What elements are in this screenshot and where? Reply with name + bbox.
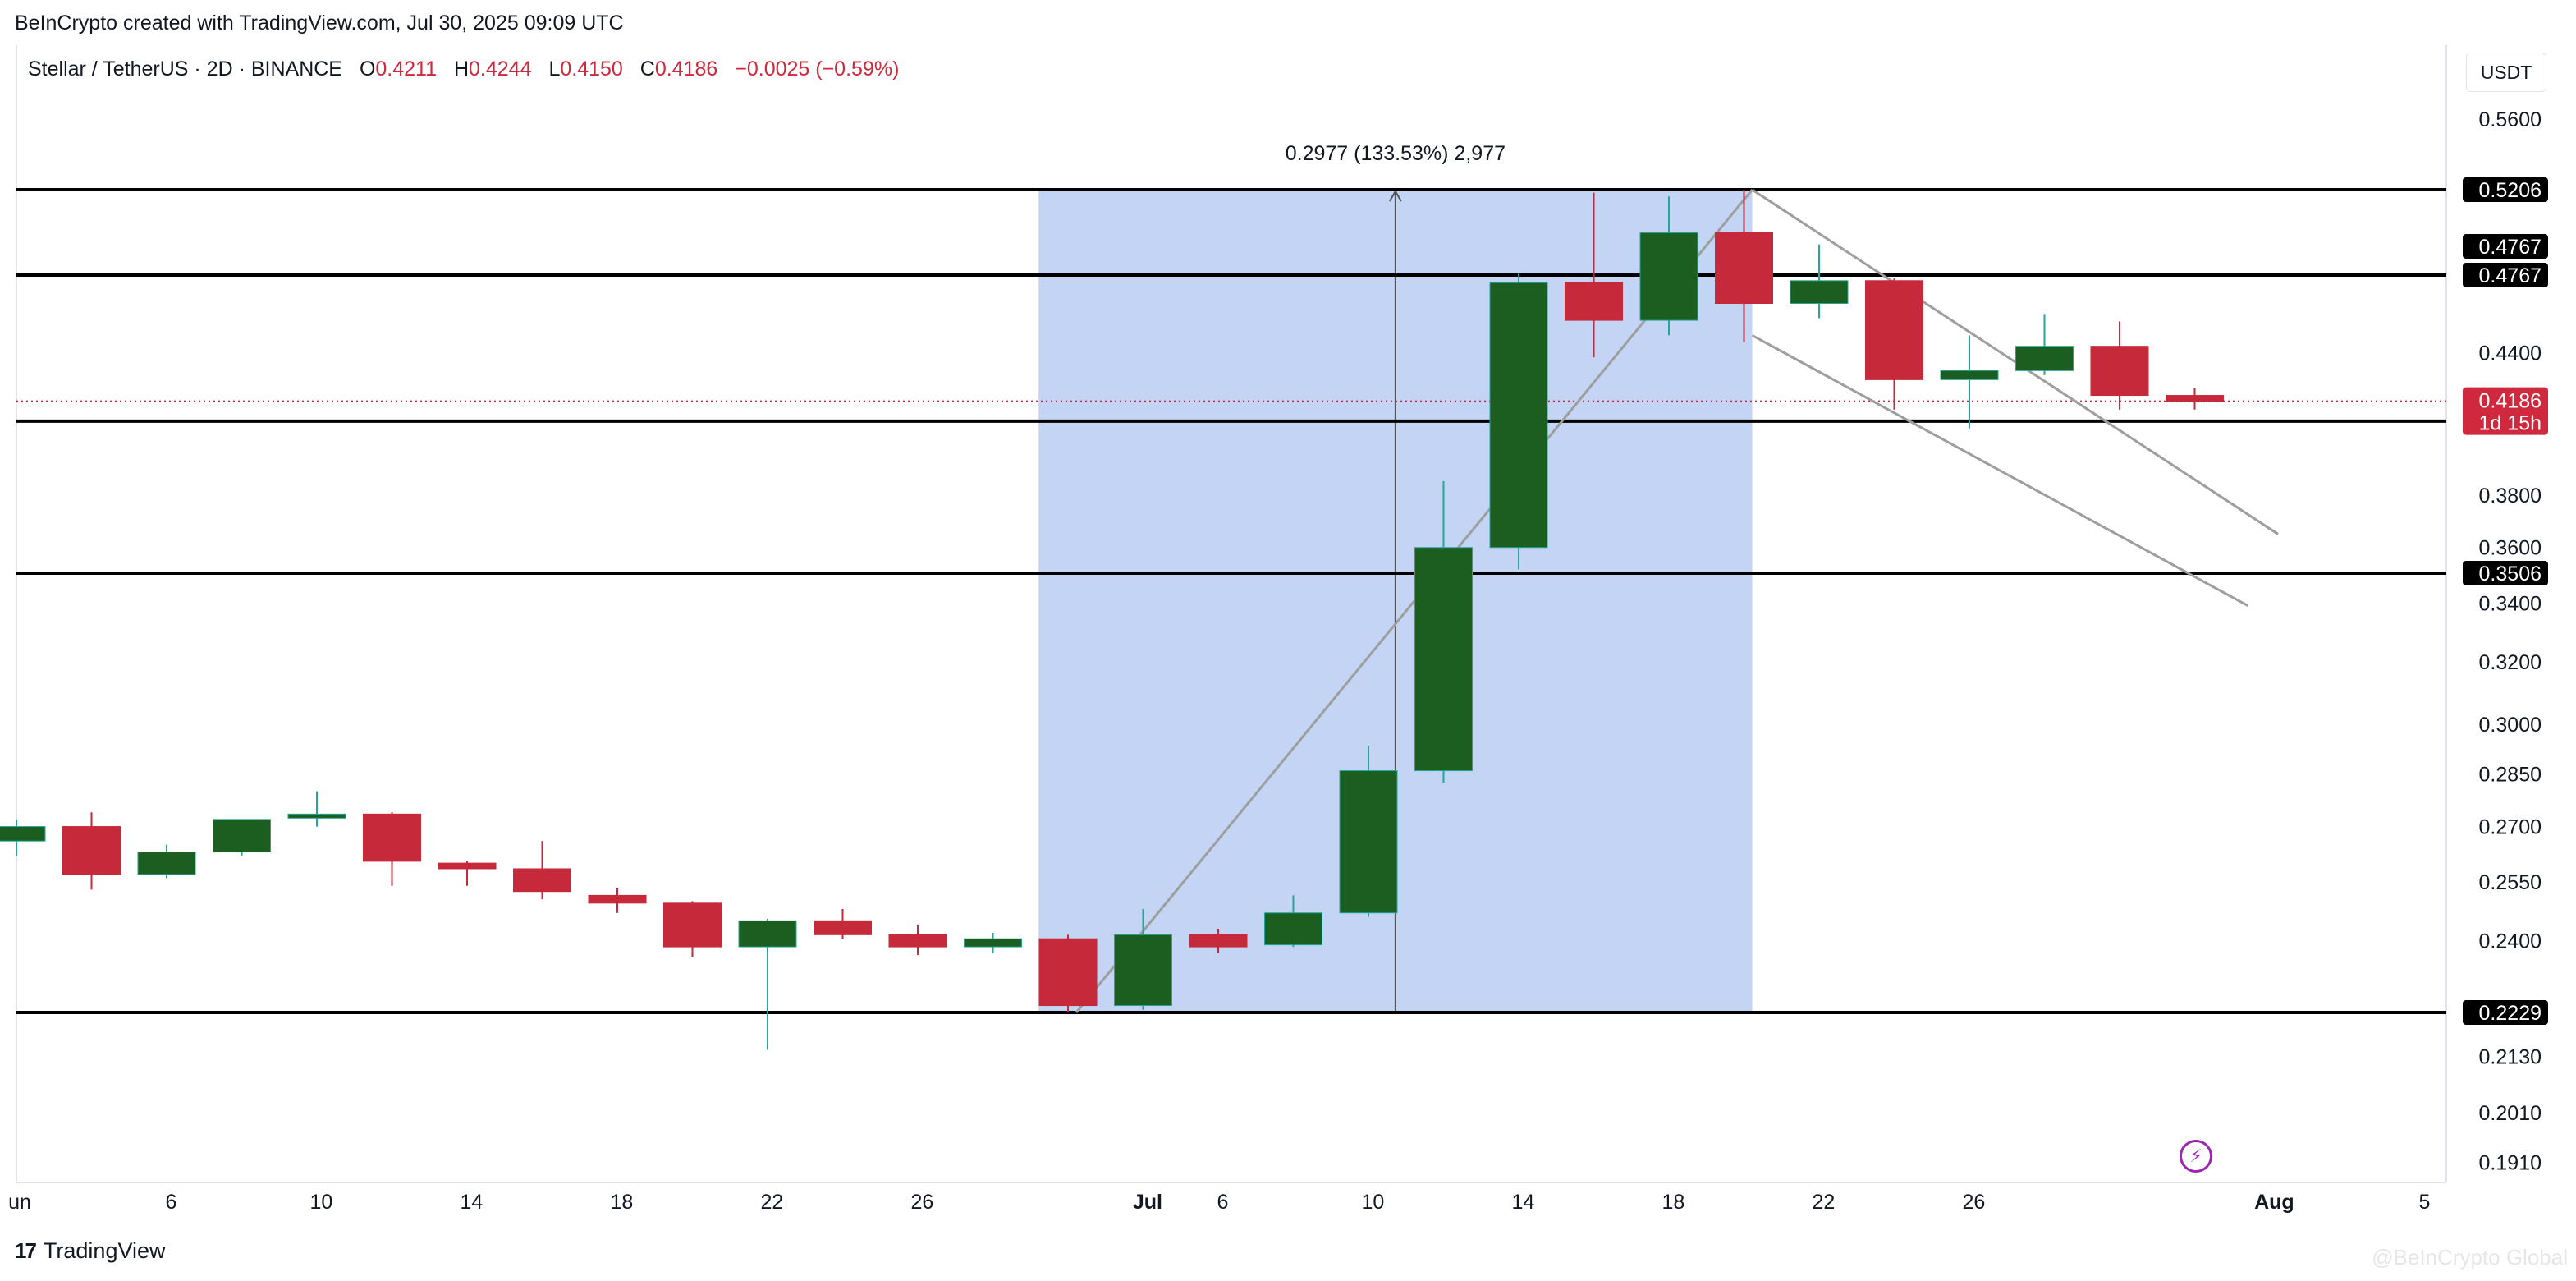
x-tick-label: 6 — [165, 1191, 176, 1214]
candle[interactable] — [1790, 280, 1849, 305]
y-tick-label: 0.4400 — [2479, 342, 2542, 365]
x-tick-label: 14 — [461, 1191, 484, 1214]
y-tick-label: 0.3600 — [2479, 537, 2542, 560]
level-price-tag: 0.4767 — [2479, 264, 2542, 287]
x-tick-label: 26 — [1963, 1191, 1986, 1214]
watermark: @BeInCrypto Global — [2372, 1245, 2568, 1270]
currency-button[interactable]: USDT — [2466, 53, 2546, 92]
y-tick-label: 0.2010 — [2479, 1102, 2542, 1125]
candle[interactable] — [287, 813, 346, 819]
x-tick-label: 10 — [310, 1191, 333, 1214]
candle[interactable] — [1189, 934, 1248, 948]
x-tick-label: 5 — [2418, 1191, 2430, 1214]
x-tick-label: Jul — [1133, 1191, 1162, 1214]
y-tick-label: 0.2400 — [2479, 930, 2542, 953]
current-price-tag-bg — [2463, 387, 2548, 435]
candle[interactable] — [588, 894, 647, 904]
candle[interactable] — [1865, 280, 1923, 380]
x-tick-label: 6 — [1217, 1191, 1228, 1214]
level-price-tag: 0.5206 — [2479, 179, 2542, 202]
x-tick-label: 18 — [1662, 1191, 1685, 1214]
y-tick-label: 0.3800 — [2479, 484, 2542, 507]
low-label: L — [548, 57, 561, 80]
trendline[interactable] — [1751, 188, 2279, 535]
candle[interactable] — [1339, 770, 1398, 914]
level-price-tag-bg — [2463, 177, 2548, 202]
lightning-icon[interactable]: ⚡ — [2180, 1140, 2212, 1173]
candle[interactable] — [2090, 346, 2149, 397]
candle[interactable] — [663, 902, 722, 948]
tradingview-brand: TradingView — [43, 1238, 166, 1263]
symbol-title[interactable]: Stellar / TetherUS · 2D · BINANCE — [28, 57, 342, 80]
level-price-tag: 0.3506 — [2479, 562, 2542, 585]
level-price-tag: 0.4767 — [2479, 236, 2542, 259]
candle[interactable] — [1038, 938, 1098, 1007]
y-tick-label: 0.2130 — [2479, 1046, 2542, 1069]
x-tick-label: 18 — [611, 1191, 634, 1214]
candle[interactable] — [1639, 232, 1698, 321]
candle[interactable] — [2015, 346, 2074, 371]
symbol-legend: Stellar / TetherUS · 2D · BINANCE O0.421… — [28, 57, 899, 81]
candle[interactable] — [137, 852, 196, 875]
candle[interactable] — [814, 920, 872, 935]
candle[interactable] — [738, 920, 797, 948]
high-value: 0.4244 — [469, 57, 532, 80]
level-price-tag: 0.2229 — [2479, 1002, 2542, 1025]
candle[interactable] — [2166, 395, 2224, 402]
candle[interactable] — [62, 826, 121, 875]
y-tick-label: 0.3400 — [2479, 592, 2542, 615]
x-tick-label: Aug — [2254, 1191, 2294, 1214]
tradingview-mark-icon: 17 — [15, 1238, 37, 1263]
trendline[interactable] — [1751, 334, 2249, 608]
open-value: 0.4211 — [375, 57, 437, 80]
candle[interactable] — [0, 826, 46, 842]
x-tick-label: 14 — [1512, 1191, 1535, 1214]
y-tick-label: 0.1910 — [2479, 1151, 2542, 1174]
change-value: −0.0025 (−0.59%) — [735, 57, 900, 80]
level-price-tag-bg — [2463, 560, 2548, 585]
candle[interactable] — [363, 813, 421, 862]
candle[interactable] — [1114, 934, 1172, 1007]
level-price-tag-bg — [2463, 263, 2548, 288]
current-price-tag: 0.4186 — [2479, 390, 2542, 413]
x-tick-label: 22 — [761, 1191, 784, 1214]
candle[interactable] — [1264, 912, 1322, 946]
candle[interactable] — [1489, 282, 1548, 549]
y-tick-label: 0.2700 — [2479, 816, 2542, 839]
candle[interactable] — [1565, 282, 1623, 321]
y-tick-label: 0.2550 — [2479, 871, 2542, 894]
close-value: 0.4186 — [654, 57, 718, 80]
x-tick-label: 10 — [1362, 1191, 1385, 1214]
candle[interactable] — [1940, 370, 1999, 380]
level-price-tag-bg — [2463, 234, 2548, 259]
tradingview-logo[interactable]: 17 TradingView — [15, 1238, 166, 1264]
high-label: H — [453, 57, 470, 80]
y-tick-label: 0.3000 — [2479, 714, 2542, 737]
trendline[interactable] — [1075, 189, 1753, 1013]
x-tick-label: 22 — [1813, 1191, 1836, 1214]
candle[interactable] — [1414, 547, 1473, 772]
countdown-label: 1d 15h — [2479, 412, 2542, 435]
candle[interactable] — [213, 819, 271, 853]
measure-label: 0.2977 (133.53%) 2,977 — [1286, 142, 1506, 165]
level-price-tag-bg — [2463, 1000, 2548, 1025]
chart-credit: BeInCrypto created with TradingView.com,… — [15, 11, 624, 34]
low-value: 0.4150 — [560, 57, 623, 80]
candle[interactable] — [438, 862, 497, 870]
y-tick-label: 0.5600 — [2479, 108, 2542, 131]
candle[interactable] — [1715, 232, 1773, 305]
open-label: O — [359, 57, 376, 80]
candle[interactable] — [888, 934, 947, 948]
y-tick-label: 0.3200 — [2479, 651, 2542, 674]
close-label: C — [639, 57, 655, 80]
x-tick-label: 26 — [911, 1191, 934, 1214]
x-tick-label: un — [8, 1191, 31, 1214]
candle[interactable] — [964, 938, 1022, 948]
y-tick-label: 0.2850 — [2479, 764, 2542, 787]
candle[interactable] — [513, 868, 571, 893]
